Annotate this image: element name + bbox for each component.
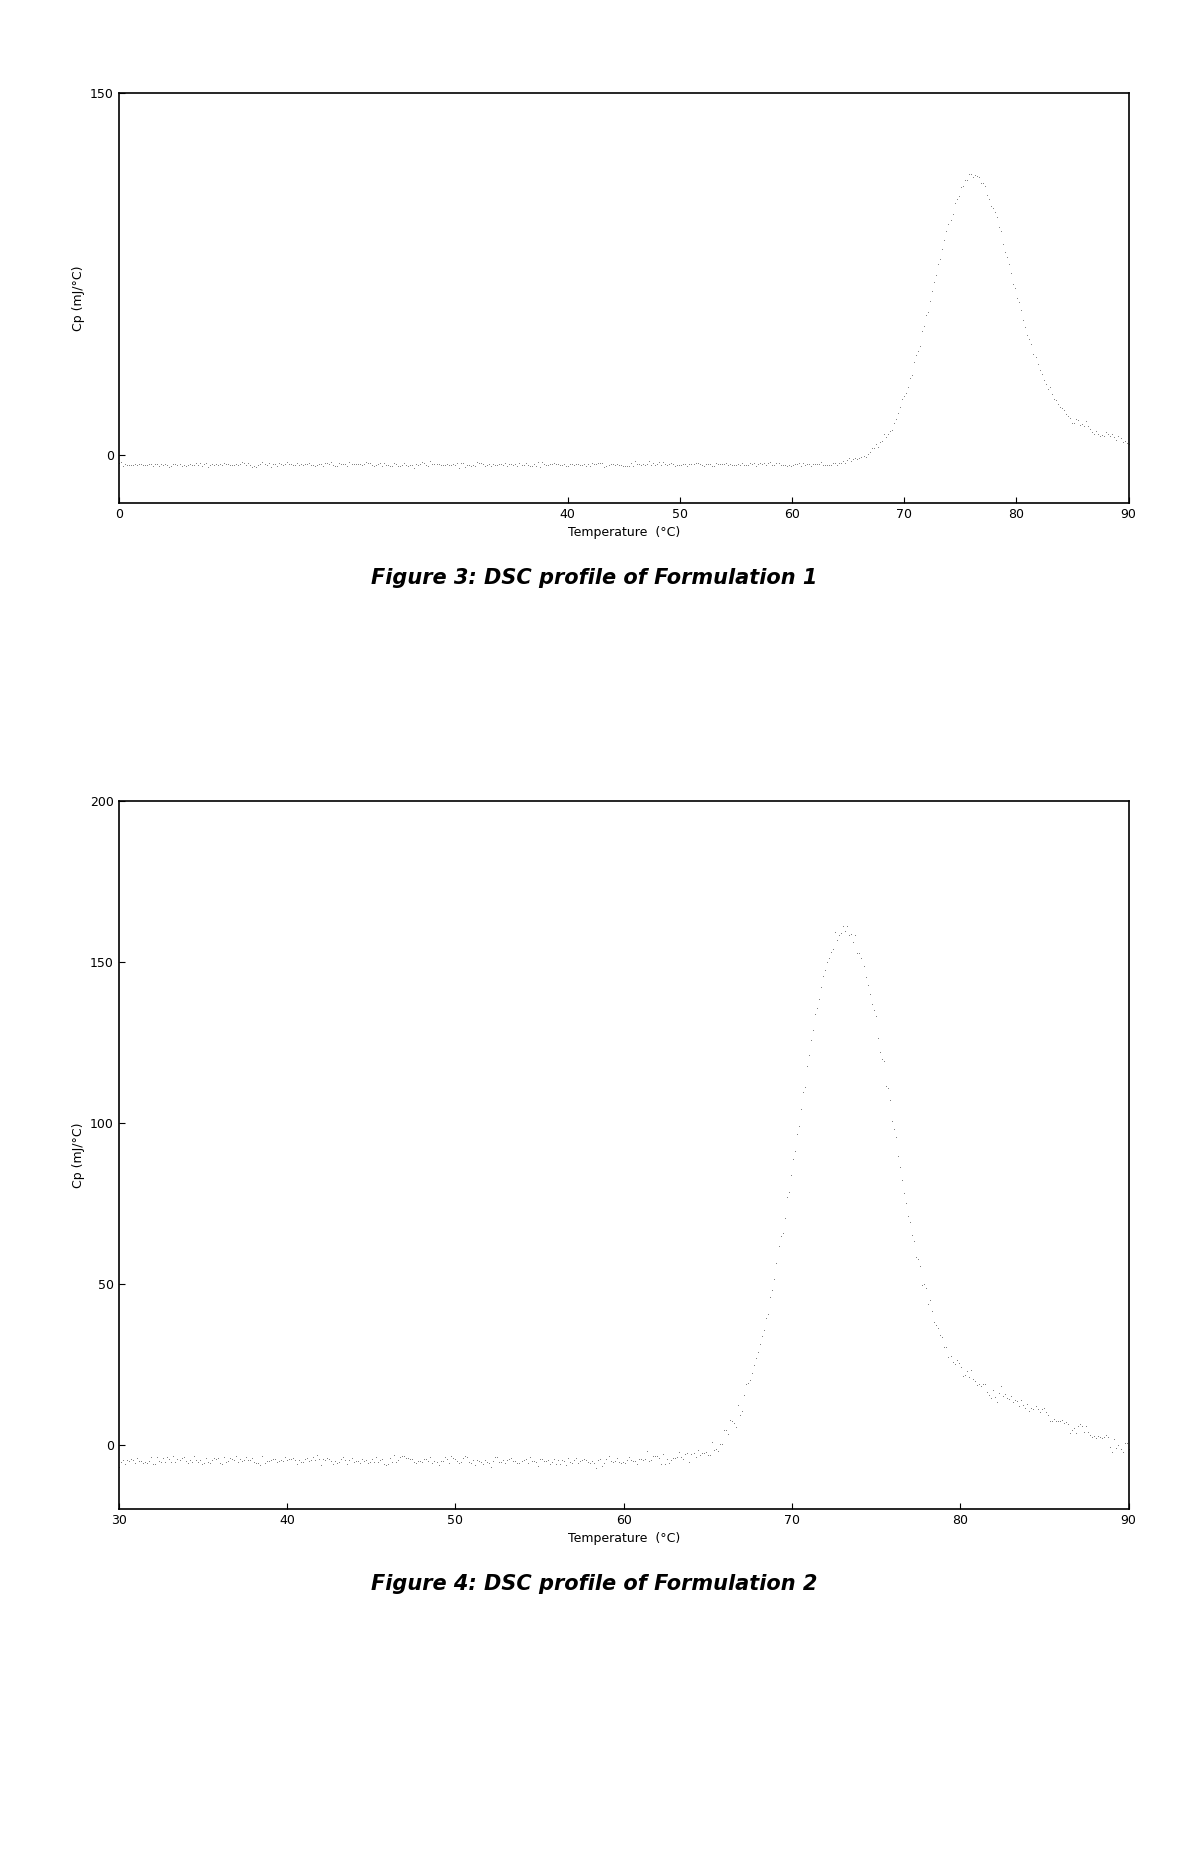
Y-axis label: Cp (mJ/°C): Cp (mJ/°C) xyxy=(71,1122,84,1189)
Y-axis label: Cp (mJ/°C): Cp (mJ/°C) xyxy=(71,265,84,332)
X-axis label: Temperature  (°C): Temperature (°C) xyxy=(568,527,680,540)
Text: Figure 4: DSC profile of Formulation 2: Figure 4: DSC profile of Formulation 2 xyxy=(371,1574,817,1595)
X-axis label: Temperature  (°C): Temperature (°C) xyxy=(568,1533,680,1546)
Text: Figure 3: DSC profile of Formulation 1: Figure 3: DSC profile of Formulation 1 xyxy=(371,568,817,589)
